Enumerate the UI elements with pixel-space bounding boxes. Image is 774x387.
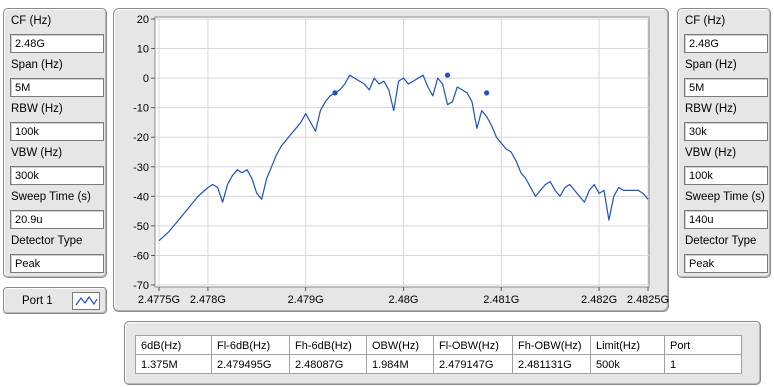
spectrum-plot-svg: 20 10 0 -10 -20 -30 -40 -50 -60 -70 2.4775G 2.478G… xyxy=(133,14,669,306)
y-tick-label: -70 xyxy=(133,280,149,292)
cell-fl-obw: 2.479147G xyxy=(433,354,513,374)
right-settings-panel: CF (Hz) 2.48G Span (Hz) 5M RBW (Hz) 30k … xyxy=(677,8,771,278)
header-fl-6db: Fl-6dB(Hz) xyxy=(211,335,290,355)
x-tick-label: 2.479G xyxy=(288,294,324,306)
table-header-row: 6dB(Hz) Fl-6dB(Hz) Fh-6dB(Hz) OBW(Hz) Fl… xyxy=(135,335,742,355)
x-tick-label: 2.4825G xyxy=(627,294,669,306)
span-label: Span (Hz) xyxy=(11,59,63,71)
y-tick-label: -40 xyxy=(133,191,149,203)
grid-lines xyxy=(155,17,649,287)
y-tick-label: -30 xyxy=(133,162,149,174)
line-trace-icon[interactable] xyxy=(72,292,100,310)
cf-input[interactable]: 2.48G xyxy=(10,34,104,53)
y-tick-label: 20 xyxy=(137,14,149,26)
cell-fh-obw: 2.481131G xyxy=(512,354,591,374)
x-tick-label: 2.478G xyxy=(190,294,226,306)
x-tick-label: 2.4775G xyxy=(138,294,180,306)
sweep-time-label: Sweep Time (s) xyxy=(11,191,91,203)
header-port: Port xyxy=(664,335,742,355)
y-tick-label: 0 xyxy=(143,73,149,85)
rbw-input[interactable]: 30k xyxy=(684,122,768,141)
trace-marker[interactable] xyxy=(332,90,338,96)
spectrum-trace xyxy=(158,74,649,242)
sweep-time-label: Sweep Time (s) xyxy=(685,191,765,203)
rbw-input[interactable]: 100k xyxy=(10,122,104,141)
spectrum-graph[interactable]: 20 10 0 -10 -20 -30 -40 -50 -60 -70 2.4775G 2.478G… xyxy=(113,8,669,312)
detector-type-label: Detector Type xyxy=(685,235,757,247)
sweep-time-input[interactable]: 20.9u xyxy=(10,210,104,229)
y-tick-label: -60 xyxy=(133,250,149,262)
cell-limit: 500k xyxy=(590,354,665,374)
cell-fh-6db: 2.48087G xyxy=(289,354,367,374)
header-6db: 6dB(Hz) xyxy=(135,335,212,355)
sweep-time-input[interactable]: 140u xyxy=(684,210,768,229)
trace-style-glyph xyxy=(75,295,98,306)
vbw-label: VBW (Hz) xyxy=(11,147,63,159)
left-settings-panel: CF (Hz) 2.48G Span (Hz) 5M RBW (Hz) 100k… xyxy=(3,8,107,278)
span-input[interactable]: 5M xyxy=(684,78,768,97)
y-axis-ticks: 20 10 0 -10 -20 -30 -40 -50 -60 -70 xyxy=(133,14,155,292)
detector-type-input[interactable]: Peak xyxy=(10,254,104,273)
y-tick-label: -10 xyxy=(133,103,149,115)
detector-type-label: Detector Type xyxy=(11,235,83,247)
trace-layer xyxy=(158,72,649,242)
cell-obw: 1.984M xyxy=(366,354,434,374)
trace-marker[interactable] xyxy=(444,72,451,78)
span-label: Span (Hz) xyxy=(685,59,737,71)
cell-port: 1 xyxy=(664,354,742,374)
x-tick-label: 2.481G xyxy=(483,294,519,306)
table-row[interactable]: 1.375M 2.479495G 2.48087G 1.984M 2.47914… xyxy=(135,354,742,374)
y-tick-label: -50 xyxy=(133,221,149,233)
header-limit: Limit(Hz) xyxy=(590,335,665,355)
y-tick-label: 10 xyxy=(137,44,149,56)
cf-label: CF (Hz) xyxy=(11,15,52,27)
trace-marker[interactable] xyxy=(484,90,490,96)
plot-area[interactable] xyxy=(154,16,650,288)
x-tick-label: 2.482G xyxy=(581,294,617,306)
header-fh-obw: Fh-OBW(Hz) xyxy=(512,335,591,355)
vbw-input[interactable]: 100k xyxy=(684,166,768,185)
vbw-label: VBW (Hz) xyxy=(685,147,737,159)
plot-legend[interactable]: Port 1 xyxy=(3,287,107,314)
results-table-frame: 6dB(Hz) Fl-6dB(Hz) Fh-6dB(Hz) OBW(Hz) Fl… xyxy=(124,321,761,385)
span-input[interactable]: 5M xyxy=(10,78,104,97)
detector-type-input[interactable]: Peak xyxy=(684,254,768,273)
cf-label: CF (Hz) xyxy=(685,15,726,27)
rbw-label: RBW (Hz) xyxy=(11,103,63,115)
header-fl-obw: Fl-OBW(Hz) xyxy=(433,335,513,355)
rbw-label: RBW (Hz) xyxy=(685,103,737,115)
cell-fl-6db: 2.479495G xyxy=(211,354,290,374)
legend-label: Port 1 xyxy=(22,295,53,307)
vbw-input[interactable]: 300k xyxy=(10,166,104,185)
x-tick-label: 2.48G xyxy=(389,294,419,306)
header-fh-6db: Fh-6dB(Hz) xyxy=(289,335,367,355)
header-obw: OBW(Hz) xyxy=(366,335,434,355)
results-table: 6dB(Hz) Fl-6dB(Hz) Fh-6dB(Hz) OBW(Hz) Fl… xyxy=(135,335,742,374)
y-tick-label: -20 xyxy=(133,132,149,144)
cf-input[interactable]: 2.48G xyxy=(684,34,768,53)
x-axis-ticks: 2.4775G 2.478G 2.479G 2.48G 2.481G 2.482G 2.48… xyxy=(138,287,669,306)
cell-6db: 1.375M xyxy=(135,354,212,374)
